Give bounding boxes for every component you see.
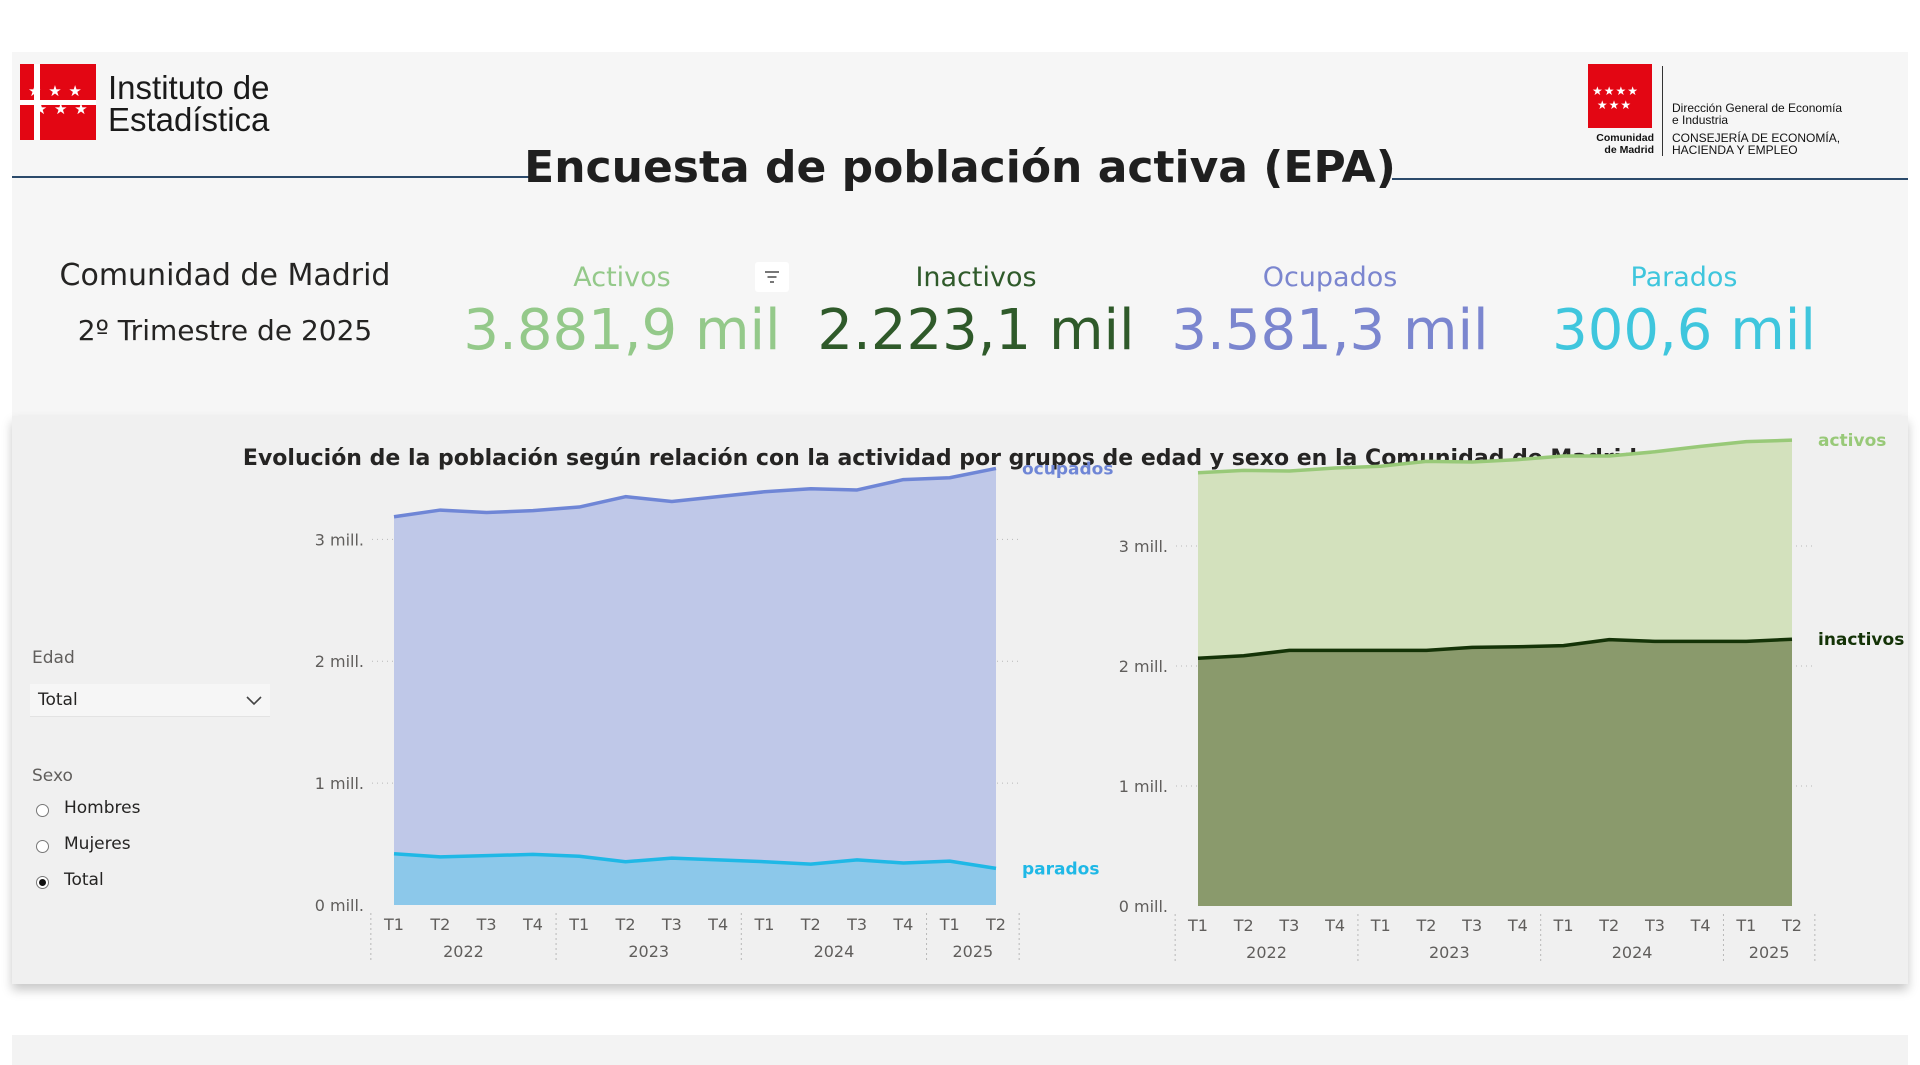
region-label: Comunidad de Madrid bbox=[59, 258, 391, 293]
right-chart-y-tick-label: 1 mill. bbox=[1119, 777, 1168, 796]
period-label: 2º Trimestre de 2025 bbox=[77, 314, 373, 347]
right-chart-y-tick-label: 0 mill. bbox=[1119, 897, 1168, 916]
left-chart-x-tick-label: T3 bbox=[476, 915, 497, 934]
kpi-ocupados-value: 3.581,3 mil bbox=[1171, 298, 1489, 363]
right-chart-y-tick-label: 3 mill. bbox=[1119, 537, 1168, 556]
right-chart-series-label-activos: activos bbox=[1818, 431, 1886, 451]
chevron-down-icon bbox=[246, 696, 262, 706]
sex-option-hombres[interactable]: Hombres bbox=[32, 796, 232, 826]
left-chart-x-tick-label: T2 bbox=[800, 915, 821, 934]
right-chart-x-tick-label: T1 bbox=[1187, 916, 1208, 935]
left-chart-area-parados bbox=[394, 853, 996, 905]
left-chart-x-tick-label: T1 bbox=[753, 915, 774, 934]
left-chart-x-tick-label: T3 bbox=[846, 915, 867, 934]
page-title: Encuesta de población activa (EPA) bbox=[524, 142, 1396, 193]
left-chart-y-tick-label: 0 mill. bbox=[315, 896, 364, 915]
filter-icon[interactable] bbox=[755, 262, 789, 292]
cm-council: CONSEJERÍA DE ECONOMÍA, HACIENDA Y EMPLE… bbox=[1672, 131, 1841, 157]
right-chart-x-tick-label: T1 bbox=[1553, 916, 1574, 935]
left-chart-year-label: 2022 bbox=[443, 942, 484, 961]
right-chart-year-label: 2025 bbox=[1749, 943, 1790, 962]
cm-department: Dirección General de Economía e Industri… bbox=[1672, 101, 1843, 127]
left-chart-x-tick-label: T4 bbox=[707, 915, 728, 934]
right-chart-y-tick-label: 2 mill. bbox=[1119, 657, 1168, 676]
sex-filter-label: Sexo bbox=[32, 766, 73, 786]
right-chart-line-activos bbox=[1197, 438, 1793, 475]
right-chart-x-tick-label: T1 bbox=[1370, 916, 1391, 935]
left-chart-x-tick-label: T1 bbox=[383, 915, 404, 934]
left-chart-year-label: 2023 bbox=[628, 942, 669, 961]
left-chart-y-tick-label: 1 mill. bbox=[315, 774, 364, 793]
right-chart-series-label-inactivos: inactivos bbox=[1818, 630, 1904, 650]
right-chart-year-label: 2023 bbox=[1429, 943, 1470, 962]
comunidad-madrid-logo: ★★★★ ★★★ Comunidad de Madrid Dirección G… bbox=[1588, 64, 1888, 164]
right-chart-x-tick-label: T3 bbox=[1461, 916, 1482, 935]
right-chart-x-tick-label: T1 bbox=[1735, 916, 1756, 935]
kpi-parados-value: 300,6 mil bbox=[1552, 298, 1816, 363]
cm-name: Comunidad de Madrid bbox=[1596, 132, 1654, 156]
kpi-inactivos-label: Inactivos bbox=[915, 262, 1037, 293]
right-chart-x-tick-label: T2 bbox=[1415, 916, 1436, 935]
cm-divider bbox=[1662, 66, 1663, 156]
kpi-ocupados-label: Ocupados bbox=[1262, 262, 1398, 293]
age-dropdown[interactable]: Total bbox=[30, 684, 270, 717]
right-chart-x-tick-label: T4 bbox=[1690, 916, 1711, 935]
kpi-parados-label: Parados bbox=[1630, 262, 1738, 293]
left-chart-x-tick-label: T2 bbox=[985, 915, 1006, 934]
left-chart-x-tick-label: T4 bbox=[522, 915, 543, 934]
ine-flag-icon: ★ ★ ★ ★ ★ ★ bbox=[20, 64, 96, 140]
left-chart-year-label: 2025 bbox=[952, 942, 993, 961]
left-chart-x-tick-label: T1 bbox=[939, 915, 960, 934]
kpi-activos-value: 3.881,9 mil bbox=[463, 298, 781, 363]
left-chart-line-parados bbox=[393, 852, 997, 871]
right-chart-x-tick-label: T2 bbox=[1233, 916, 1254, 935]
ine-logo-text: Instituto de Estadística bbox=[108, 69, 270, 138]
kpi-activos-label: Activos bbox=[573, 262, 671, 293]
right-chart-x-tick-label: T4 bbox=[1324, 916, 1345, 935]
right-chart-x-tick-label: T2 bbox=[1781, 916, 1802, 935]
madrid-flag-icon: ★★★★ ★★★ bbox=[1588, 64, 1652, 128]
left-chart-x-tick-label: T2 bbox=[429, 915, 450, 934]
bottom-panel bbox=[12, 1035, 1908, 1065]
left-chart-area-ocupados bbox=[394, 468, 996, 905]
left-chart-y-tick-label: 3 mill. bbox=[315, 530, 364, 549]
left-chart-series-label-parados: parados bbox=[1022, 859, 1099, 879]
age-selected-value: Total bbox=[38, 690, 78, 710]
right-chart-line-inactivos bbox=[1197, 637, 1793, 660]
left-chart-y-tick-label: 2 mill. bbox=[315, 652, 364, 671]
right-chart-area-inactivos bbox=[1198, 639, 1792, 906]
left-chart-x-tick-label: T2 bbox=[615, 915, 636, 934]
title-rule-left bbox=[12, 176, 536, 178]
title-rule-right bbox=[1392, 178, 1908, 180]
age-filter-label: Edad bbox=[32, 648, 75, 668]
left-chart-x-tick-label: T4 bbox=[892, 915, 913, 934]
right-chart-x-tick-label: T2 bbox=[1598, 916, 1619, 935]
right-chart-x-tick-label: T3 bbox=[1644, 916, 1665, 935]
left-chart-line-ocupados bbox=[393, 466, 997, 519]
right-chart-x-tick-label: T3 bbox=[1278, 916, 1299, 935]
radio-icon[interactable] bbox=[36, 840, 49, 853]
radio-selected-icon[interactable] bbox=[36, 876, 49, 889]
kpi-inactivos-value: 2.223,1 mil bbox=[817, 298, 1135, 363]
left-chart-x-tick-label: T1 bbox=[568, 915, 589, 934]
ine-logo: ★ ★ ★ ★ ★ ★ Instituto de Estadística bbox=[20, 64, 270, 140]
right-chart-x-tick-label: T4 bbox=[1507, 916, 1528, 935]
left-chart-series-label-ocupados: ocupados bbox=[1022, 459, 1113, 479]
right-chart-year-label: 2024 bbox=[1612, 943, 1653, 962]
sex-option-total[interactable]: Total bbox=[32, 868, 232, 898]
right-chart-year-label: 2022 bbox=[1246, 943, 1287, 962]
left-chart-x-tick-label: T3 bbox=[661, 915, 682, 934]
left-chart-year-label: 2024 bbox=[814, 942, 855, 961]
radio-icon[interactable] bbox=[36, 804, 49, 817]
sex-option-mujeres[interactable]: Mujeres bbox=[32, 832, 232, 862]
